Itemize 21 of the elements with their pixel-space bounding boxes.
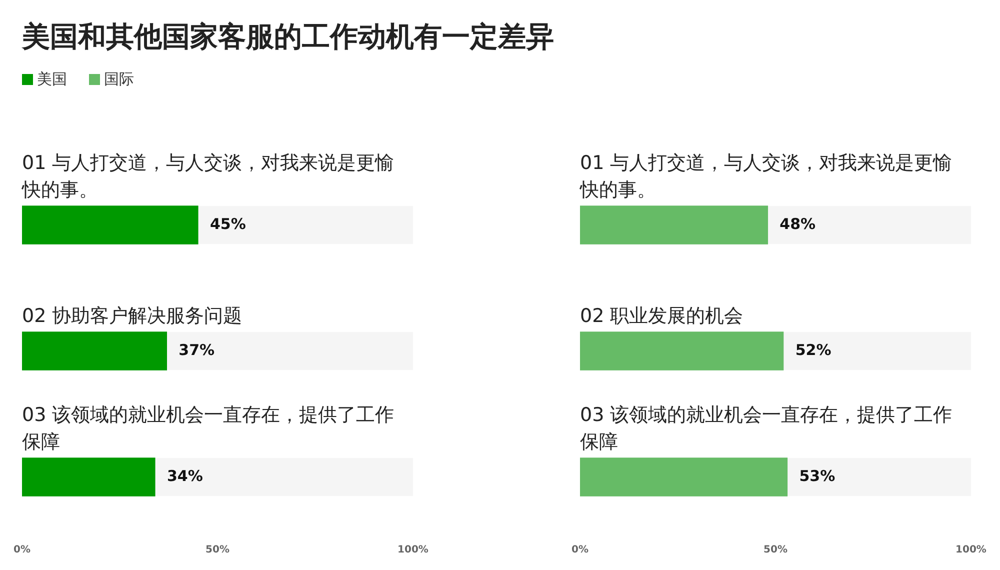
y-tick-label: 02 职业发展的机会 bbox=[580, 305, 744, 327]
data-label: 34% bbox=[166, 466, 203, 485]
x-tick-label: 0% bbox=[572, 544, 588, 556]
x-tick-label: 100% bbox=[956, 544, 986, 556]
x-tick-label: 50% bbox=[764, 544, 788, 556]
data-label: 45% bbox=[210, 214, 246, 233]
legend-label: 美国 bbox=[36, 70, 67, 89]
x-tick-label: 50% bbox=[206, 544, 230, 556]
x-tick-label: 100% bbox=[398, 544, 428, 556]
data-label: 37% bbox=[178, 340, 215, 359]
y-tick-label: 01 与人打交道，与人交谈，对我来说是更愉快的事。 bbox=[579, 152, 952, 201]
data-label: 52% bbox=[795, 340, 832, 359]
data-label: 48% bbox=[780, 214, 816, 233]
legend-label: 国际 bbox=[103, 70, 134, 89]
data-label: 53% bbox=[799, 466, 836, 485]
chart-title: 美国和其他国家客服的工作动机有一定差异 bbox=[22, 19, 554, 55]
y-tick-label: 01 与人打交道，与人交谈，对我来说是更愉快的事。 bbox=[21, 152, 394, 201]
y-tick-label: 03 该领域的就业机会一直存在，提供了工作保障 bbox=[22, 404, 394, 453]
x-tick-label: 0% bbox=[14, 544, 30, 556]
y-tick-label: 02 协助客户解决服务问题 bbox=[22, 305, 242, 327]
y-tick-label: 03 该领域的就业机会一直存在，提供了工作保障 bbox=[580, 404, 952, 453]
